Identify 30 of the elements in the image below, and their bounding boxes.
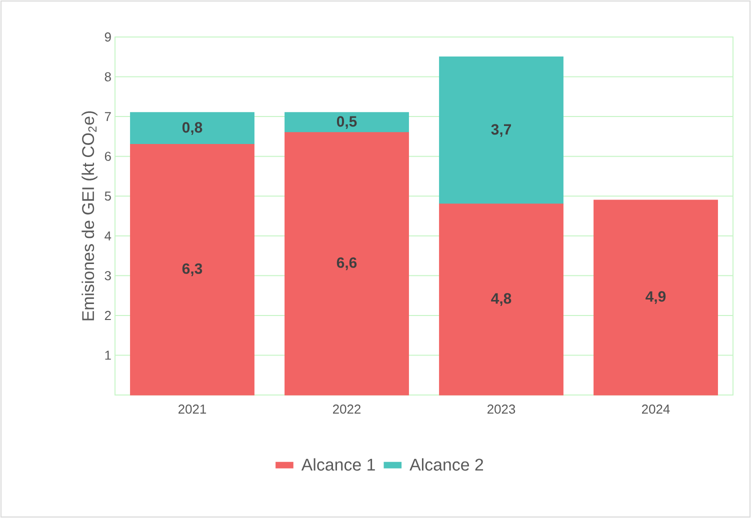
y-tick-label: 2 (104, 310, 111, 320)
y-axis-title: Emisiones de GEI (kt CO$_{2}$e) (82, 111, 98, 320)
bar (130, 144, 254, 396)
x-tick-label: 2021 (178, 404, 206, 414)
bar (594, 200, 718, 396)
x-tick-label: 2024 (642, 404, 670, 414)
x-tick-label: 2022 (333, 404, 360, 414)
y-tick-label: 1 (105, 350, 111, 360)
y-tick-label: 8 (104, 72, 111, 82)
y-tick-label: 6 (104, 152, 111, 161)
bar (439, 204, 564, 396)
legend-label: Alcance 1 (301, 458, 375, 471)
data-label: 6,3 (182, 263, 202, 276)
data-label: 0,5 (336, 116, 357, 129)
y-tick-label: 7 (104, 112, 111, 122)
bar (130, 112, 254, 145)
y-tick-label: 4 (104, 231, 112, 240)
bar (439, 56, 564, 204)
legend-label: Alcance 2 (410, 458, 484, 471)
x-tick-label: 2023 (488, 404, 516, 414)
data-label: 4,9 (646, 291, 666, 304)
bar (284, 132, 409, 396)
y-tick-label: 9 (104, 32, 111, 42)
data-label: 6,6 (336, 257, 357, 270)
data-label: 0,8 (182, 122, 202, 135)
y-tick-label: 5 (104, 192, 111, 201)
data-label: 3,7 (491, 124, 511, 137)
bar (284, 112, 409, 133)
y-tick-label: 3 (104, 271, 111, 280)
data-label: 4,8 (491, 293, 512, 306)
